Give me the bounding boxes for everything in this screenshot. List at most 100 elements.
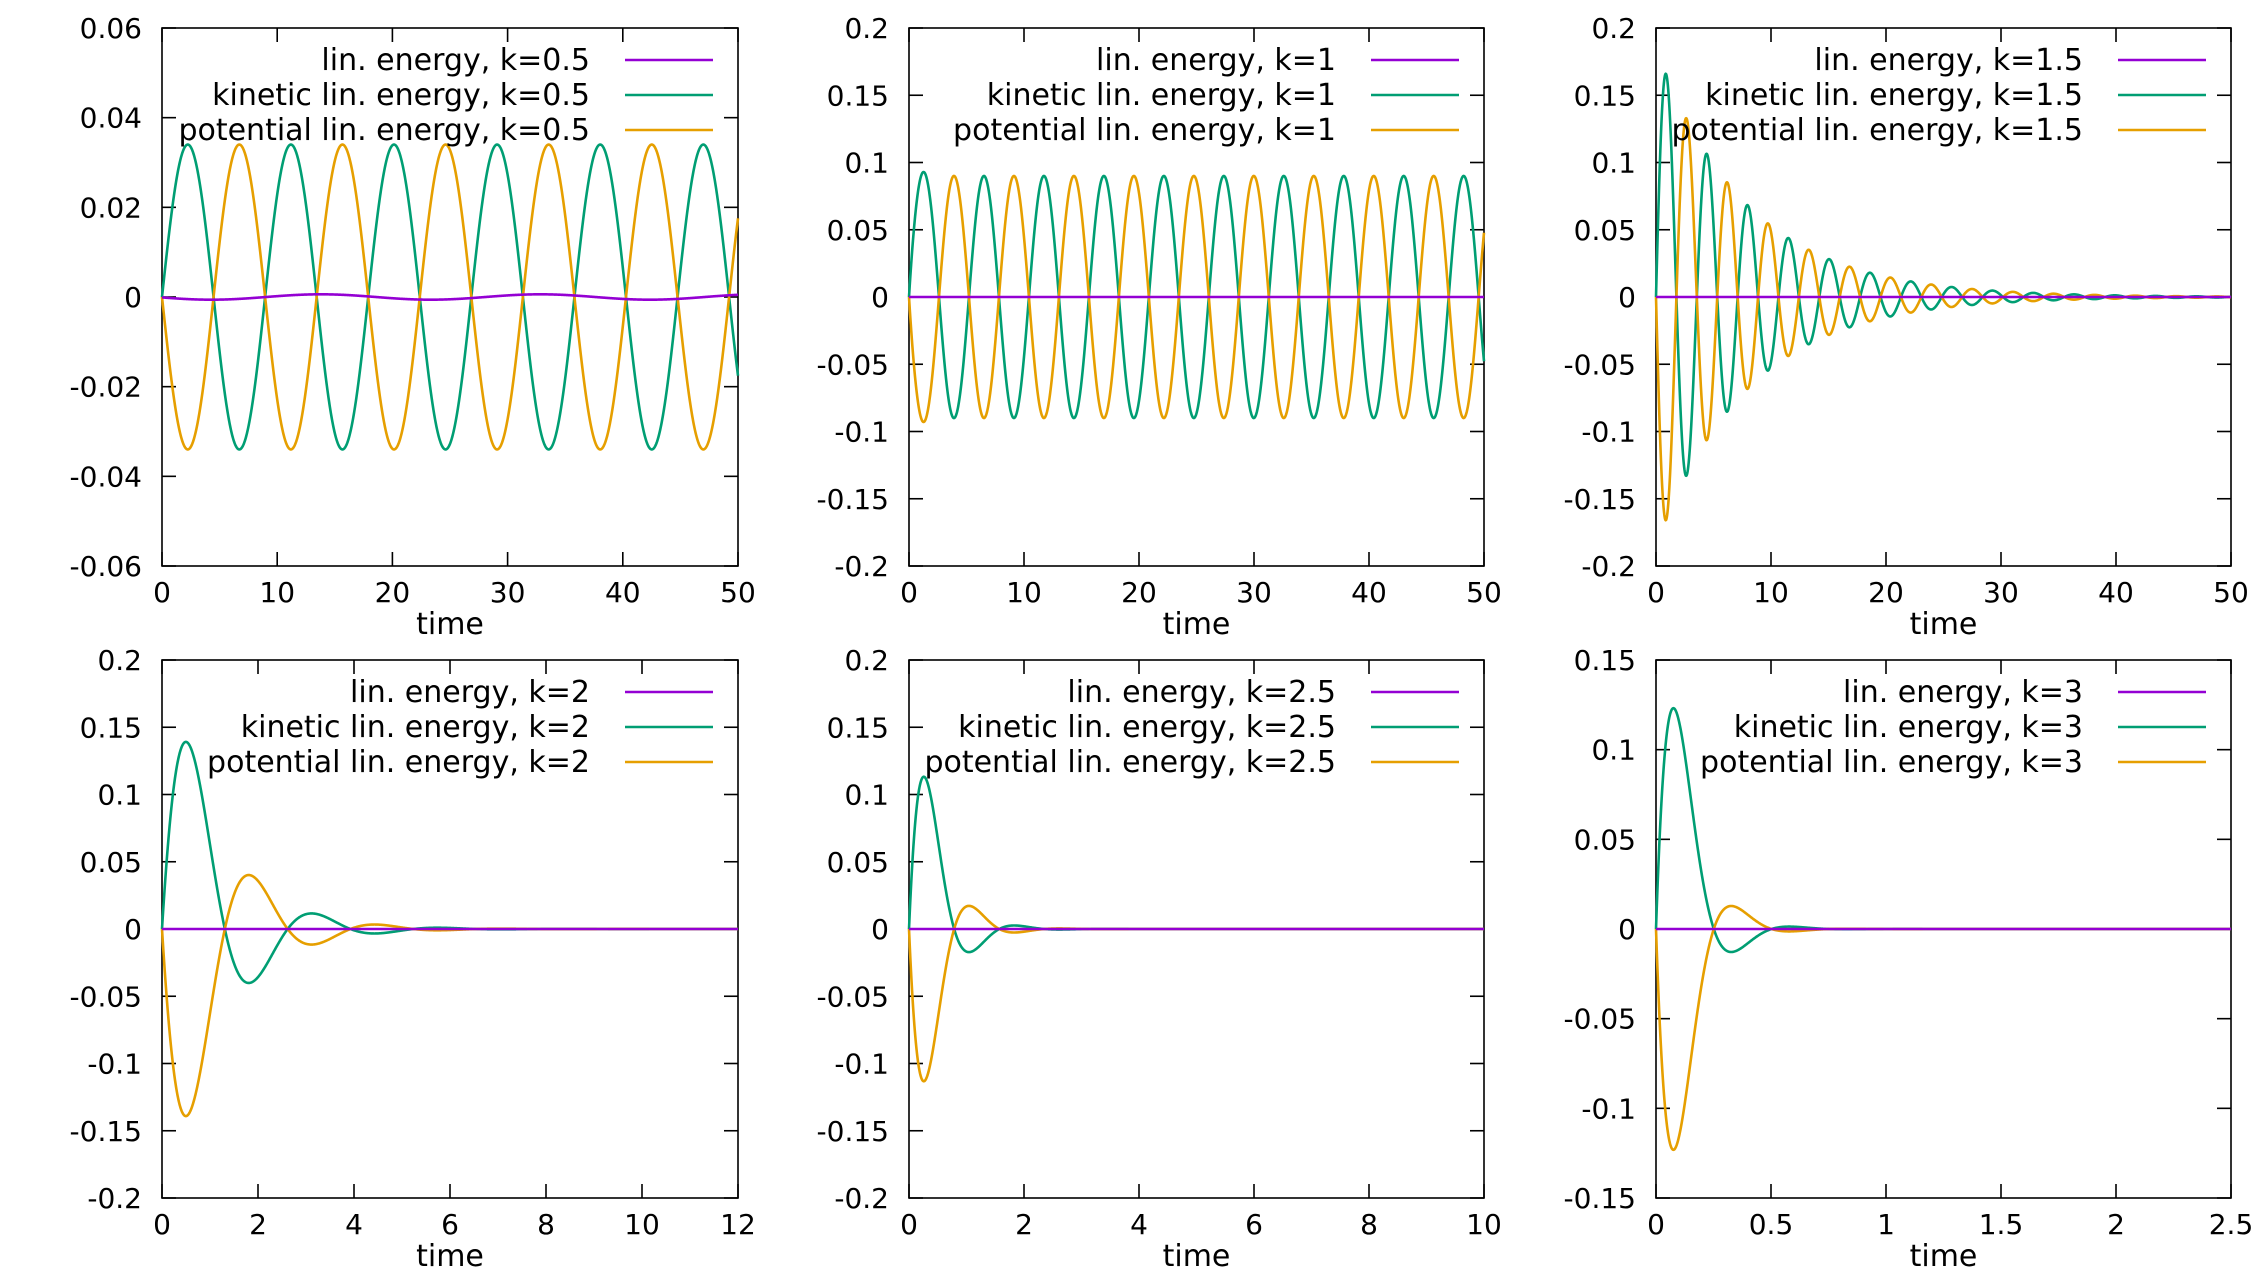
- x-tick-label: 6: [441, 1208, 459, 1241]
- x-tick-label: 12: [720, 1208, 756, 1241]
- y-tick-label: 0: [871, 913, 889, 946]
- x-tick-label: 20: [1121, 576, 1157, 609]
- y-tick-label: -0.05: [817, 348, 889, 381]
- series-line-total: [161, 293, 739, 301]
- y-tick-label: -0.05: [817, 980, 889, 1013]
- y-tick-label: -0.15: [817, 1115, 889, 1148]
- x-tick-label: 4: [345, 1208, 363, 1241]
- y-tick-label: -0.1: [1581, 416, 1636, 449]
- x-tick-label: 0.5: [1749, 1208, 1794, 1241]
- y-tick-label: 0.2: [97, 644, 142, 677]
- y-tick-label: -0.1: [834, 1048, 889, 1081]
- y-tick-label: 0.05: [827, 214, 889, 247]
- x-tick-label: 10: [1466, 1208, 1502, 1241]
- y-tick-label: -0.15: [70, 1115, 142, 1148]
- y-tick-label: -0.02: [70, 371, 142, 404]
- y-tick-label: -0.05: [1564, 348, 1636, 381]
- x-tick-label: 0: [153, 1208, 171, 1241]
- x-tick-label: 10: [624, 1208, 660, 1241]
- legend-label: kinetic lin. energy, k=1: [987, 78, 1336, 113]
- x-tick-label: 8: [1360, 1208, 1378, 1241]
- chart-panel-5: 0 2 4 6 8 10 -0.2 -0.15 -0.1 -0.05 0 0.05 0.1 0.15 0.2…: [817, 644, 1502, 1274]
- y-tick-label: 0: [1618, 281, 1636, 314]
- x-tick-label: 0: [900, 576, 918, 609]
- y-tick-label: 0.1: [844, 147, 889, 180]
- x-tick-label: 40: [2098, 576, 2134, 609]
- x-tick-label: 20: [1868, 576, 1904, 609]
- legend-label: kinetic lin. energy, k=2: [241, 710, 590, 745]
- y-tick-label: -0.15: [817, 483, 889, 516]
- y-tick-label: 0.05: [1574, 214, 1636, 247]
- chart-panel-2: 0 10 20 30 40 50 -0.2 -0.15 -0.1 -0.05 0 0.05 0.1 0.1…: [817, 12, 1502, 642]
- chart-panel-6: 0 0.5 1 1.5 2 2.5 -0.15 -0.1 -0.05 0 0.05 0.1 0.15 ti…: [1564, 644, 2254, 1274]
- y-tick-label: 0.06: [80, 12, 142, 45]
- y-tick-label: -0.2: [1581, 550, 1636, 583]
- legend-label: potential lin. energy, k=3: [1700, 745, 2083, 780]
- y-tick-label: -0.05: [70, 980, 142, 1013]
- x-tick-label: 1: [1877, 1208, 1895, 1241]
- series-line-potential: [907, 174, 1486, 424]
- y-tick-label: 0.15: [1574, 644, 1636, 677]
- y-tick-label: 0: [124, 913, 142, 946]
- y-tick-label: 0: [124, 281, 142, 314]
- series-line-kinetic: [907, 170, 1486, 420]
- y-tick-label: -0.1: [87, 1048, 142, 1081]
- chart-panel-3: 0 10 20 30 40 50 -0.2 -0.15 -0.1 -0.05 0 0.05 0.1 0.1…: [1564, 12, 2249, 642]
- y-tick-label: -0.06: [70, 550, 142, 583]
- x-axis-title: time: [1163, 607, 1231, 642]
- y-tick-label: 0.15: [1574, 79, 1636, 112]
- x-axis-title: time: [1163, 1239, 1231, 1274]
- y-tick-label: 0.1: [1591, 734, 1636, 767]
- y-tick-label: -0.2: [834, 550, 889, 583]
- legend-label: potential lin. energy, k=1: [953, 113, 1336, 148]
- y-tick-label: 0.1: [97, 779, 142, 812]
- x-tick-label: 40: [1351, 576, 1387, 609]
- x-tick-label: 0: [1647, 1208, 1665, 1241]
- legend-label: lin. energy, k=0.5: [321, 43, 590, 78]
- y-tick-label: -0.1: [834, 416, 889, 449]
- y-tick-label: 0.05: [1574, 823, 1636, 856]
- legend-label: potential lin. energy, k=2.5: [924, 745, 1336, 780]
- legend-label: lin. energy, k=1.5: [1814, 43, 2083, 78]
- x-tick-label: 8: [537, 1208, 555, 1241]
- y-tick-label: 0: [871, 281, 889, 314]
- legend-label: lin. energy, k=1: [1096, 43, 1336, 78]
- y-tick-label: -0.04: [70, 460, 142, 493]
- y-tick-label: 0.05: [80, 846, 142, 879]
- y-tick-label: -0.15: [1564, 1182, 1636, 1215]
- series-line-potential: [1654, 116, 2232, 522]
- x-tick-label: 40: [605, 576, 641, 609]
- x-tick-label: 6: [1245, 1208, 1263, 1241]
- chart-panel-1: 0 10 20 30 40 50 -0.06 -0.04 -0.02 0 0.02 0.04 0.06 t…: [70, 12, 756, 642]
- legend-label: kinetic lin. energy, k=0.5: [212, 78, 590, 113]
- series-line-kinetic: [160, 143, 740, 451]
- series-line-potential: [1654, 904, 2232, 1152]
- x-tick-label: 30: [1236, 576, 1272, 609]
- y-tick-label: -0.2: [834, 1182, 889, 1215]
- x-axis-title: time: [1910, 607, 1978, 642]
- x-tick-label: 2.5: [2209, 1208, 2254, 1241]
- legend-label: lin. energy, k=2.5: [1067, 675, 1336, 710]
- y-tick-label: 0.05: [827, 846, 889, 879]
- x-axis-title: time: [416, 1239, 484, 1274]
- series-line-potential: [160, 143, 740, 451]
- y-tick-label: -0.2: [87, 1182, 142, 1215]
- y-tick-label: 0.02: [80, 191, 142, 224]
- y-tick-label: 0.2: [844, 644, 889, 677]
- legend-label: potential lin. energy, k=0.5: [178, 113, 590, 148]
- legend-label: potential lin. energy, k=1.5: [1671, 113, 2083, 148]
- y-tick-label: 0.15: [827, 711, 889, 744]
- legend-label: lin. energy, k=3: [1843, 675, 2083, 710]
- series-line-kinetic: [1654, 72, 2232, 478]
- y-tick-label: 0: [1618, 913, 1636, 946]
- x-tick-label: 0: [1647, 576, 1665, 609]
- legend-label: lin. energy, k=2: [350, 675, 590, 710]
- y-tick-label: 0.04: [80, 102, 142, 135]
- x-tick-label: 50: [2213, 576, 2249, 609]
- legend-label: kinetic lin. energy, k=2.5: [958, 710, 1336, 745]
- legend-label: kinetic lin. energy, k=3: [1734, 710, 2083, 745]
- y-tick-label: 0.1: [1591, 147, 1636, 180]
- y-tick-label: 0.15: [80, 711, 142, 744]
- legend-label: potential lin. energy, k=2: [207, 745, 590, 780]
